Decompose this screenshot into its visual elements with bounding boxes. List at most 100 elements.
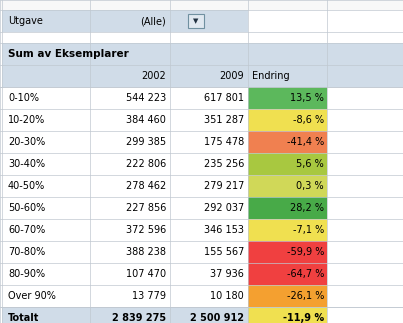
Bar: [0, 32, 403, 43]
Text: 175 478: 175 478: [204, 137, 244, 147]
Text: 20-30%: 20-30%: [8, 137, 45, 147]
Text: 10-20%: 10-20%: [8, 115, 45, 125]
Text: (Alle): (Alle): [140, 16, 166, 26]
Text: 235 256: 235 256: [204, 159, 244, 169]
Bar: [248, 197, 327, 219]
Bar: [327, 241, 403, 263]
Bar: [2, 197, 248, 219]
Bar: [0, 109, 403, 131]
Text: -8,6 %: -8,6 %: [293, 115, 324, 125]
Bar: [2, 307, 248, 323]
Text: 80-90%: 80-90%: [8, 269, 45, 279]
Bar: [0, 285, 403, 307]
Bar: [0, 197, 403, 219]
Bar: [248, 175, 327, 197]
Text: 299 385: 299 385: [126, 137, 166, 147]
Bar: [2, 10, 248, 32]
Bar: [327, 153, 403, 175]
Text: 278 462: 278 462: [126, 181, 166, 191]
Text: -64,7 %: -64,7 %: [287, 269, 324, 279]
Bar: [248, 285, 327, 307]
Text: 70-80%: 70-80%: [8, 247, 45, 257]
Text: 279 217: 279 217: [204, 181, 244, 191]
Text: 2002: 2002: [141, 71, 166, 81]
Text: 372 596: 372 596: [126, 225, 166, 235]
Bar: [2, 131, 248, 153]
Bar: [248, 241, 327, 263]
Bar: [2, 153, 248, 175]
Bar: [248, 87, 327, 109]
Bar: [0, 131, 403, 153]
Bar: [2, 65, 403, 87]
Text: 10 180: 10 180: [210, 291, 244, 301]
Text: Totalt: Totalt: [8, 313, 39, 323]
Bar: [188, 14, 204, 28]
Text: 384 460: 384 460: [126, 115, 166, 125]
Text: 155 567: 155 567: [204, 247, 244, 257]
Text: ▼: ▼: [193, 18, 199, 24]
Bar: [2, 87, 248, 109]
Bar: [0, 0, 403, 10]
Bar: [248, 109, 327, 131]
Text: 388 238: 388 238: [126, 247, 166, 257]
Text: 227 856: 227 856: [126, 203, 166, 213]
Bar: [2, 263, 248, 285]
Text: -41,4 %: -41,4 %: [287, 137, 324, 147]
Bar: [248, 219, 327, 241]
Text: 28,2 %: 28,2 %: [290, 203, 324, 213]
Text: Over 90%: Over 90%: [8, 291, 56, 301]
Bar: [2, 43, 403, 65]
Bar: [327, 109, 403, 131]
Text: 13,5 %: 13,5 %: [290, 93, 324, 103]
Bar: [248, 153, 327, 175]
Bar: [0, 43, 403, 65]
Bar: [327, 263, 403, 285]
Text: 617 801: 617 801: [204, 93, 244, 103]
Bar: [248, 263, 327, 285]
Bar: [0, 87, 403, 109]
Text: 2009: 2009: [219, 71, 244, 81]
Text: 346 153: 346 153: [204, 225, 244, 235]
Text: 0-10%: 0-10%: [8, 93, 39, 103]
Bar: [0, 219, 403, 241]
Bar: [327, 197, 403, 219]
Bar: [0, 175, 403, 197]
Bar: [327, 307, 403, 323]
Text: 50-60%: 50-60%: [8, 203, 45, 213]
Text: 30-40%: 30-40%: [8, 159, 45, 169]
Text: Endring: Endring: [252, 71, 290, 81]
Text: 37 936: 37 936: [210, 269, 244, 279]
Bar: [2, 241, 248, 263]
Bar: [327, 87, 403, 109]
Bar: [2, 285, 248, 307]
Text: 292 037: 292 037: [204, 203, 244, 213]
Text: 222 806: 222 806: [126, 159, 166, 169]
Text: Utgave: Utgave: [8, 16, 43, 26]
Text: 2 500 912: 2 500 912: [190, 313, 244, 323]
Bar: [0, 10, 403, 32]
Bar: [0, 263, 403, 285]
Text: 0,3 %: 0,3 %: [296, 181, 324, 191]
Text: -7,1 %: -7,1 %: [293, 225, 324, 235]
Text: Sum av Eksemplarer: Sum av Eksemplarer: [8, 49, 129, 59]
Bar: [327, 131, 403, 153]
Text: 544 223: 544 223: [126, 93, 166, 103]
Text: -26,1 %: -26,1 %: [287, 291, 324, 301]
Text: -11,9 %: -11,9 %: [283, 313, 324, 323]
Bar: [2, 219, 248, 241]
Text: 60-70%: 60-70%: [8, 225, 45, 235]
Bar: [0, 65, 403, 87]
Text: 107 470: 107 470: [126, 269, 166, 279]
Text: 5,6 %: 5,6 %: [296, 159, 324, 169]
Bar: [248, 131, 327, 153]
Text: 2 839 275: 2 839 275: [112, 313, 166, 323]
Bar: [327, 285, 403, 307]
Bar: [248, 307, 327, 323]
Bar: [2, 175, 248, 197]
Text: 40-50%: 40-50%: [8, 181, 45, 191]
Bar: [0, 153, 403, 175]
Bar: [0, 241, 403, 263]
Text: -59,9 %: -59,9 %: [287, 247, 324, 257]
Bar: [327, 219, 403, 241]
Text: 351 287: 351 287: [204, 115, 244, 125]
